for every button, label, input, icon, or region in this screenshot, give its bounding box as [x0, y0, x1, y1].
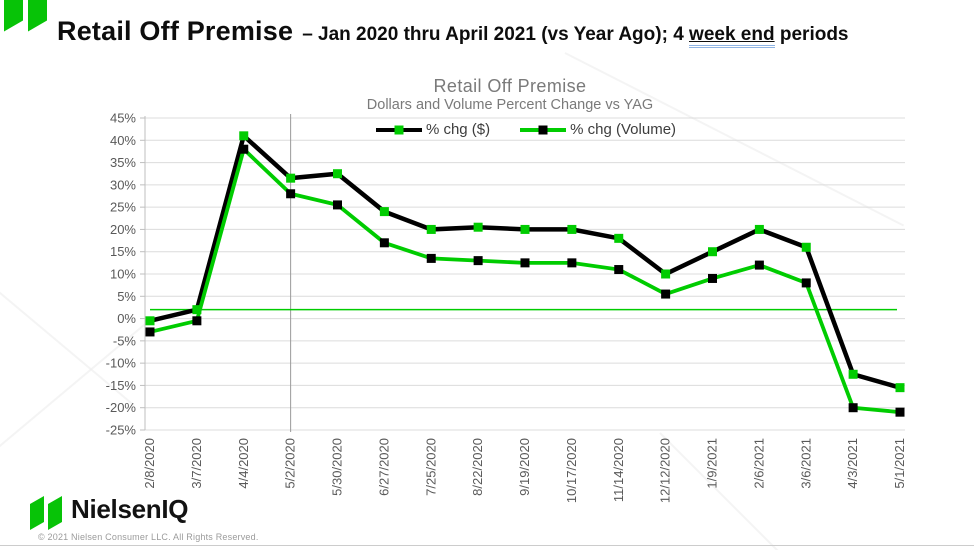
data-point-marker — [426, 224, 436, 234]
data-point-marker — [614, 265, 624, 275]
y-axis-label: -15% — [106, 378, 137, 393]
x-axis-label: 10/17/2020 — [564, 438, 579, 503]
data-point-marker — [473, 222, 483, 232]
x-axis-label: 4/4/2020 — [236, 438, 251, 489]
data-point-marker — [239, 131, 249, 141]
data-point-marker — [379, 207, 389, 217]
chart-subtitle: Dollars and Volume Percent Change vs YAG — [366, 97, 654, 113]
x-axis-label: 12/12/2020 — [658, 438, 673, 503]
y-axis-label: 35% — [110, 155, 136, 170]
data-point-marker — [848, 403, 858, 413]
x-axis-label: 5/30/2020 — [330, 438, 345, 496]
y-axis-label: -10% — [106, 356, 137, 371]
nielseniq-slashes-icon — [30, 492, 62, 531]
data-point-marker — [895, 407, 905, 417]
data-point-marker — [520, 224, 530, 234]
logo-text: NielsenIQ — [71, 493, 189, 524]
x-axis-label: 9/19/2020 — [517, 438, 532, 496]
series-line-1 — [149, 145, 901, 415]
legend-swatch-volume-icon — [520, 125, 567, 134]
logo-slash — [30, 495, 44, 531]
data-point-marker — [708, 247, 717, 257]
y-axis-label: 30% — [110, 177, 136, 192]
y-axis-label: 20% — [110, 222, 136, 237]
y-axis-label: 25% — [110, 200, 136, 215]
slide-header: Retail Off Premise – Jan 2020 thru April… — [57, 16, 849, 48]
y-axis-label: 40% — [110, 133, 136, 148]
page-title: Retail Off Premise — [57, 16, 294, 46]
data-point-marker — [520, 258, 530, 268]
subtitle-suffix: periods — [774, 24, 849, 45]
data-point-marker — [145, 327, 155, 337]
data-point-marker — [567, 258, 577, 268]
data-point-marker — [567, 224, 577, 234]
page-subtitle: – Jan 2020 thru April 2021 (vs Year Ago)… — [302, 24, 849, 48]
x-axis-label: 2/8/2020 — [142, 438, 157, 489]
y-axis-label: 0% — [117, 311, 136, 326]
y-axis-label: 5% — [117, 289, 136, 304]
chart-legend: % chg ($) % chg (Volume) — [146, 121, 906, 138]
legend-swatch-dollars-icon — [375, 125, 422, 134]
data-point-marker — [661, 289, 671, 299]
x-axis-label: 6/27/2020 — [376, 438, 391, 496]
data-point-marker — [379, 238, 389, 248]
data-point-marker — [145, 316, 155, 326]
y-axis-label: 45% — [110, 111, 136, 126]
data-point-marker — [754, 260, 764, 270]
x-axis-label: 4/3/2021 — [845, 438, 860, 489]
data-point-marker — [286, 189, 296, 199]
legend-item-volume: % chg (Volume) — [520, 121, 676, 138]
data-point-marker — [286, 173, 296, 183]
legend-label-volume: % chg (Volume) — [570, 121, 677, 138]
data-point-marker — [333, 169, 342, 179]
x-axis-label: 5/1/2021 — [892, 438, 907, 489]
y-axis-label: 10% — [110, 267, 136, 282]
data-point-marker — [801, 242, 811, 252]
data-point-marker — [426, 253, 436, 263]
data-point-marker — [192, 305, 202, 315]
y-axis-label: -20% — [106, 400, 137, 415]
data-point-marker — [708, 273, 717, 283]
data-point-marker — [754, 224, 764, 234]
data-point-marker — [661, 269, 671, 279]
data-point-marker — [239, 144, 249, 154]
chart-title: Retail Off Premise — [433, 76, 587, 96]
x-axis-label: 7/25/2020 — [423, 438, 438, 496]
copyright-text: © 2021 Nielsen Consumer LLC. All Rights … — [38, 532, 259, 542]
x-axis-label: 3/7/2020 — [189, 438, 204, 489]
nielseniq-logo: NielsenIQ — [30, 492, 189, 531]
x-axis-label: 8/22/2020 — [470, 438, 485, 496]
y-axis-label: -25% — [106, 423, 137, 438]
nielseniq-slashes-icon — [4, 0, 47, 32]
data-point-marker — [473, 256, 483, 266]
legend-label-dollars: % chg ($) — [425, 121, 491, 138]
x-axis-label: 3/6/2021 — [798, 438, 813, 489]
x-axis-label: 2/6/2021 — [751, 438, 766, 489]
bottom-divider — [0, 545, 974, 546]
x-axis-label: 1/9/2021 — [705, 438, 720, 489]
data-point-marker — [614, 233, 624, 243]
logo-slash — [48, 495, 62, 531]
data-point-marker — [801, 278, 811, 288]
x-axis-label: 5/2/2020 — [283, 438, 298, 489]
y-axis-label: -5% — [113, 333, 137, 348]
y-axis-label: 15% — [110, 244, 136, 259]
data-point-marker — [895, 383, 905, 393]
data-point-marker — [333, 200, 342, 210]
data-point-marker — [192, 316, 202, 326]
subtitle-underlined-text: week end — [689, 24, 775, 48]
subtitle-prefix: – Jan 2020 thru April 2021 (vs Year Ago)… — [302, 24, 690, 45]
data-point-marker — [848, 369, 858, 379]
legend-item-dollars: % chg ($) — [375, 121, 491, 138]
x-axis-label: 11/14/2020 — [611, 438, 626, 502]
